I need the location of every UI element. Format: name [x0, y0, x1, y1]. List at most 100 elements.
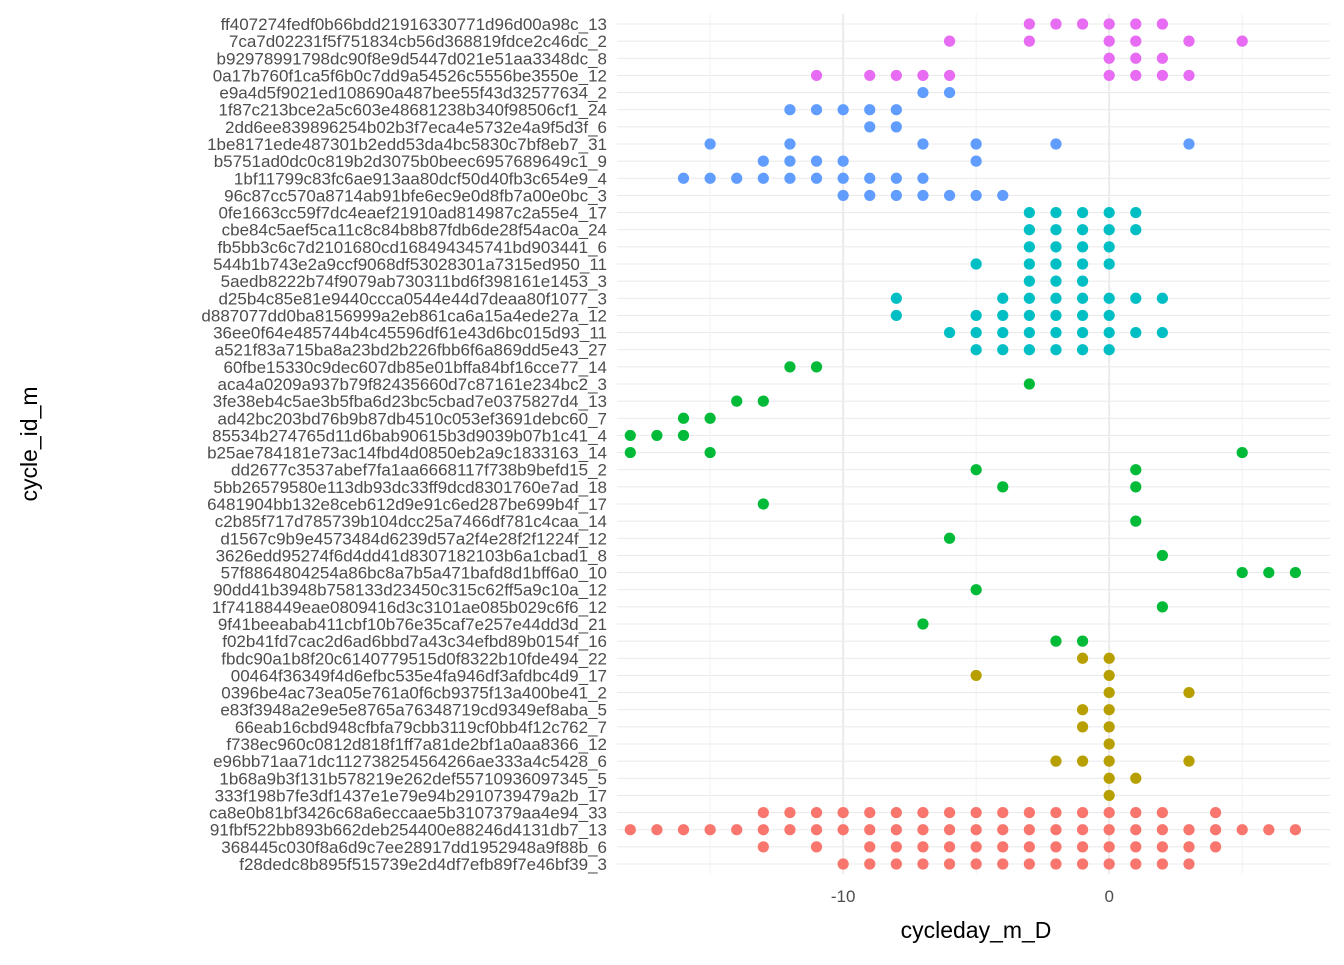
data-point [970, 841, 982, 853]
data-point [864, 172, 876, 184]
data-point [970, 258, 982, 270]
data-point [1023, 344, 1035, 356]
data-point [757, 395, 769, 407]
data-point [943, 35, 956, 47]
data-point [784, 138, 796, 150]
data-point [1130, 35, 1142, 47]
data-point [1023, 241, 1035, 253]
data-point [997, 806, 1009, 819]
data-point [1156, 806, 1168, 819]
data-point [757, 824, 769, 836]
data-point [757, 172, 769, 184]
data-point [864, 121, 876, 133]
data-point [943, 189, 956, 202]
data-point [943, 86, 956, 99]
y-tick-label: 1f74188449eae0809416d3c3101ae085b029c6f6… [212, 598, 607, 617]
data-point [864, 104, 876, 116]
data-point [784, 824, 796, 836]
y-tick-label: b25ae784181e73ac14fbd4d0850eb2a9c1833163… [207, 444, 607, 463]
data-point [1103, 721, 1115, 733]
data-point [1076, 275, 1089, 287]
data-point [917, 138, 929, 150]
data-point [943, 532, 956, 544]
data-point [917, 172, 929, 184]
data-point [1050, 18, 1062, 30]
data-point [1156, 52, 1168, 64]
data-point [1236, 566, 1248, 579]
data-point [1103, 241, 1115, 253]
data-point [890, 104, 902, 116]
data-point [1023, 206, 1035, 219]
data-point [917, 69, 929, 82]
y-tick-label: dd2677c3537abef7fa1aa6668117f738b9befd15… [231, 461, 607, 480]
data-point [1103, 224, 1115, 236]
y-tick-label: 91fbf522bb893b662deb254400e88246d4131db7… [210, 821, 607, 840]
data-point [1183, 824, 1195, 836]
data-point [1050, 224, 1062, 236]
data-point [731, 824, 743, 836]
data-point [970, 824, 982, 836]
y-tick-label: a521f83a715ba8a23bd2b226fbb6f6a869dd5e43… [215, 341, 607, 360]
data-point [864, 69, 876, 82]
x-tick-label: -10 [831, 887, 856, 906]
data-point [1023, 292, 1035, 304]
data-point [1289, 824, 1302, 836]
data-point [1103, 755, 1115, 767]
data-point [1076, 344, 1089, 356]
data-point [1156, 858, 1168, 870]
data-point [890, 121, 902, 133]
y-tick-label: 5aedb8222b74f9079ab730311bd6f398161e1453… [221, 272, 607, 291]
y-tick-label: 6481904bb132e8ceb612d9e91c6ed287be699b4f… [207, 495, 607, 514]
y-tick-label: 9f41beeabab411cbf10b76e35caf7e257e44dd3d… [218, 615, 607, 634]
data-point [810, 104, 823, 116]
data-point [1076, 241, 1089, 253]
y-tick-label: 1bf11799c83fc6ae913aa80dcf50d40fb3c654e9… [234, 169, 607, 188]
data-point [943, 841, 956, 853]
data-point [1076, 224, 1089, 236]
data-point [1103, 18, 1115, 30]
data-point [784, 155, 796, 167]
data-point [1156, 841, 1168, 853]
data-point [917, 858, 929, 870]
y-tick-label: f738ec960c0812d818f1ff7a81de2bf1a0aa8366… [226, 735, 607, 754]
data-point [1183, 841, 1195, 853]
data-point [1210, 806, 1222, 819]
data-point [864, 824, 876, 836]
data-point [1183, 35, 1195, 47]
y-tick-label: 5bb26579580e113db93dc33ff9dcd8301760e7ad… [213, 478, 607, 497]
data-point [1156, 601, 1168, 613]
data-point [1103, 344, 1115, 356]
y-tick-label: 333f198b7fe3df1437e1e79e94b2910739479a2b… [215, 786, 607, 805]
data-point [1023, 378, 1035, 390]
data-point [997, 189, 1009, 202]
data-point [970, 669, 982, 682]
y-tick-label: e9a4d5f9021ed108690a487bee55f43d32577634… [219, 84, 607, 103]
data-point [1023, 326, 1035, 339]
data-point [1263, 566, 1275, 579]
data-point [1103, 258, 1115, 270]
y-tick-label: fbdc90a1b8f20c6140779515d0f8322b10fde494… [221, 649, 607, 668]
data-point [731, 172, 743, 184]
data-point [1183, 858, 1195, 870]
data-point [864, 189, 876, 202]
data-point [837, 155, 849, 167]
data-point [1130, 806, 1142, 819]
data-point [810, 361, 823, 373]
data-point [1103, 858, 1115, 870]
data-point [1183, 69, 1195, 82]
y-tick-label: 60fbe15330c9dec607db85e01bffa84bf16cce77… [224, 358, 608, 377]
data-point [1130, 206, 1142, 219]
data-point [1183, 686, 1195, 699]
data-point [970, 584, 982, 596]
y-axis-title: cycle_id_m [16, 386, 42, 501]
data-point [1103, 69, 1115, 82]
data-point [970, 806, 982, 819]
y-tick-label: ad42bc203bd76b9b87db4510c053ef3691debc60… [218, 409, 608, 428]
data-point [890, 69, 902, 82]
data-point [997, 841, 1009, 853]
data-point [757, 498, 769, 510]
data-point [1050, 206, 1062, 219]
y-tick-label: e83f3948a2e9e5e8765a76348719cd9349ef8aba… [220, 701, 607, 720]
data-point [1210, 841, 1222, 853]
data-point [1076, 806, 1089, 819]
